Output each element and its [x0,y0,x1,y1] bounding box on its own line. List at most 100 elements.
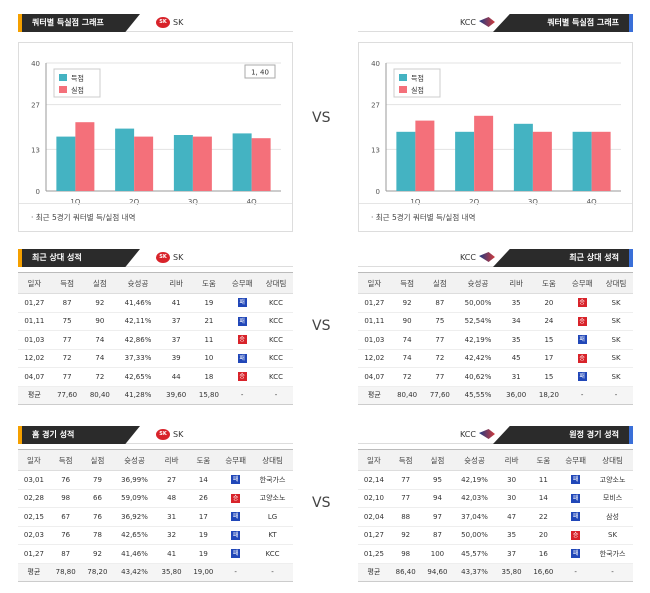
column-header: 슛성공 [113,449,156,471]
section-header: KCC 원정 경기 성적 [358,426,633,444]
column-header: 일자 [358,449,390,471]
y-tick-label: 13 [31,146,40,154]
table-row: 12,02 74 72 42,42% 45 17 승 SK [358,349,633,368]
table-cell: 패 [565,367,600,387]
table-cell: 패 [219,526,253,545]
win-badge: 승 [237,335,247,345]
x-tick-label: 2Q [469,198,479,205]
kcc-logo-icon [478,252,495,262]
table-cell: 01,25 [358,544,390,564]
loss-badge: 패 [231,512,241,522]
table-cell: 75 [50,312,84,331]
x-tick-label: 1Q [410,198,420,205]
table-cell: 42,42% [456,349,500,368]
table-cell: 74 [390,349,424,368]
table-cell: 패 [219,544,253,564]
table-cell: 77 [423,330,457,350]
column-header: 승무패 [219,449,253,471]
y-tick-label: 40 [371,60,380,68]
table-cell: 92 [81,544,114,564]
table-row: 01,11 75 90 42,11% 37 21 패 KCC [18,312,293,331]
team-name: KCC [460,252,476,262]
loss-badge: 패 [577,335,587,345]
table-cell: - [259,386,293,405]
section-title: 쿼터별 득실점 그래프 [493,14,633,32]
bar-allowed [75,122,95,191]
chart-note-text: 최근 5경기 쿼터별 득/실점 내역 [35,213,136,222]
table-cell: 43,42% [113,563,156,582]
away-record-panel-kcc: KCC 원정 경기 성적 일자 득점 실점 슛성공 리바 도움 승무패 상대팀 02,14 77 9… [358,426,633,582]
bar-score [396,131,416,191]
table-cell: 32 [155,526,188,545]
table-cell: 76 [49,470,82,490]
kcc-logo-icon [478,17,495,27]
table-cell: 16 [527,544,560,564]
column-header: 득점 [389,449,422,471]
table-cell: 패 [225,293,260,313]
loss-badge: 패 [231,530,241,540]
table-cell: 37 [159,312,193,331]
table-row: 01,27 87 92 41,46% 41 19 패 KCC [18,544,293,564]
table-cell: 42,11% [116,312,160,331]
column-header: 승무패 [559,449,593,471]
bar-score [232,133,252,191]
table-cell: 12,02 [358,349,391,368]
table-cell: KCC [259,367,293,387]
win-badge: 승 [571,530,581,540]
table-header-row: 일자 득점 실점 슛성공 리바 도움 승무패 상대팀 [18,272,293,294]
table-cell: 43,37% [453,563,496,582]
table-cell: 01,27 [18,293,51,313]
section-header: 홈 경기 성적 SK SK [18,426,293,444]
table-cell: 40,62% [456,367,500,387]
table-cell: 78 [81,526,114,545]
team-label: KCC [460,429,495,439]
table-cell: 52,54% [456,312,500,331]
column-header: 상대팀 [599,272,633,294]
y-tick-label: 0 [376,188,380,196]
table-cell: 37 [495,544,528,564]
column-header: 상대팀 [252,449,293,471]
table-row: 04,07 77 72 42,65% 44 18 승 KCC [18,367,293,387]
win-badge: 승 [577,316,587,326]
table-cell: 02,04 [358,507,390,527]
win-badge: 승 [231,493,241,503]
table-cell: 14 [187,470,220,490]
y-tick-label: 27 [371,102,380,110]
legend-swatch [59,86,67,93]
table-cell: 01,27 [358,293,391,313]
table-cell: 76 [81,507,114,527]
table-cell: 평균 [18,386,51,405]
section-title: 최근 상대 성적 [493,249,633,267]
table-cell: 01,03 [358,330,391,350]
column-header: 일자 [18,449,50,471]
home-record-table: 일자 득점 실점 슛성공 리바 도움 승무패 상대팀 03,01 76 79 36,99% 27 14 패 한… [18,449,293,582]
table-cell: 42,86% [116,330,160,350]
table-cell: 42,65% [113,526,156,545]
table-cell: 72 [83,367,117,387]
team-label: KCC [460,17,495,27]
section-header: KCC 쿼터별 득실점 그래프 [358,14,633,32]
table-row: 04,07 72 77 40,62% 31 15 패 SK [358,367,633,387]
bar-score [455,131,475,191]
column-header: 도움 [192,272,226,294]
y-tick-label: 13 [371,146,380,154]
table-cell: 02,28 [18,489,50,508]
table-cell: 승 [565,349,600,368]
table-cell: SK [592,526,633,545]
column-header: 득점 [390,272,424,294]
column-header: 승무패 [225,272,260,294]
chart-note: · 최근 5경기 쿼터별 득/실점 내역 [19,203,292,231]
table-cell: 18 [192,367,226,387]
table-cell: 45 [499,349,533,368]
quarter-chart-panel-kcc: KCC 쿼터별 득실점 그래프 0 13 27 40 1Q 2Q 3Q 4Q 득점 실점 · 최근… [358,14,633,232]
table-cell: 18,20 [532,386,566,405]
table-row: 12,02 72 74 37,33% 39 10 패 KCC [18,349,293,368]
table-cell: 01,11 [18,312,51,331]
table-cell: 14 [527,489,560,508]
loss-badge: 패 [577,372,587,382]
table-cell: - [219,563,253,582]
recent-record-panel-kcc: KCC 최근 상대 성적 일자 득점 실점 슛성공 리바 도움 승무패 상대팀 01,27 92 8… [358,249,633,405]
